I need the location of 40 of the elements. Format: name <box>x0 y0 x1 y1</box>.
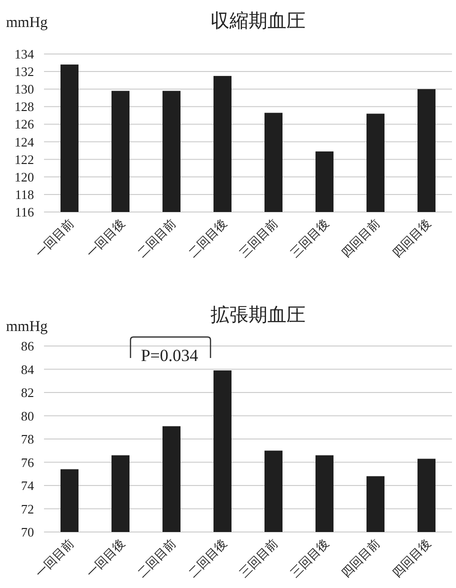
x-tick-label: 三回目後 <box>288 216 332 260</box>
y-tick-label: 76 <box>21 454 34 470</box>
y-tick-label: 126 <box>14 116 34 132</box>
y-tick-label: 128 <box>14 99 34 114</box>
y-tick-label: 82 <box>21 385 34 400</box>
y-tick-label: 80 <box>21 408 34 424</box>
chart-title: 拡張期血圧 <box>210 305 306 326</box>
x-tick-label: 三回目後 <box>288 536 332 580</box>
x-tick-label: 一回目後 <box>84 216 128 260</box>
y-tick-label: 122 <box>14 152 34 167</box>
annotation: P=0.034 <box>140 346 199 365</box>
y-tick-label: 74 <box>21 478 34 493</box>
chart-title: 収縮期血圧 <box>210 11 306 32</box>
x-tick-label: 四回目後 <box>390 536 434 580</box>
y-tick-label: 86 <box>21 338 34 354</box>
y-tick-label: 70 <box>21 524 34 540</box>
y-tick-label: 78 <box>21 432 34 446</box>
x-tick-label: 一回目後 <box>84 536 128 580</box>
x-tick-label: 一回目前 <box>32 536 77 580</box>
y-tick-label: 116 <box>14 204 34 220</box>
y-tick-label: 118 <box>14 186 34 202</box>
x-tick-label: 三回目前 <box>236 216 281 260</box>
y-tick-label: 132 <box>14 64 34 80</box>
x-tick-label: 二回目後 <box>186 216 230 260</box>
x-tick-label: 四回目前 <box>338 216 383 260</box>
y-tick-label: 84 <box>21 362 34 377</box>
x-tick-label: 二回目前 <box>134 216 179 260</box>
y-axis-title: mmHg <box>6 319 48 335</box>
y-tick-label: 124 <box>14 134 34 150</box>
x-tick-label: 二回目前 <box>134 536 179 580</box>
y-tick-label: 134 <box>14 46 34 62</box>
y-tick-label: 130 <box>14 82 34 97</box>
x-tick-label: 一回目前 <box>32 216 77 260</box>
y-axis-title: mmHg <box>6 15 48 31</box>
x-tick-label: 四回目前 <box>338 536 383 580</box>
y-tick-label: 120 <box>14 169 34 184</box>
y-tick-label: 72 <box>21 501 34 516</box>
x-tick-label: 三回目前 <box>236 536 281 580</box>
x-tick-label: 二回目後 <box>186 536 230 580</box>
x-tick-label: 四回目後 <box>390 216 434 260</box>
